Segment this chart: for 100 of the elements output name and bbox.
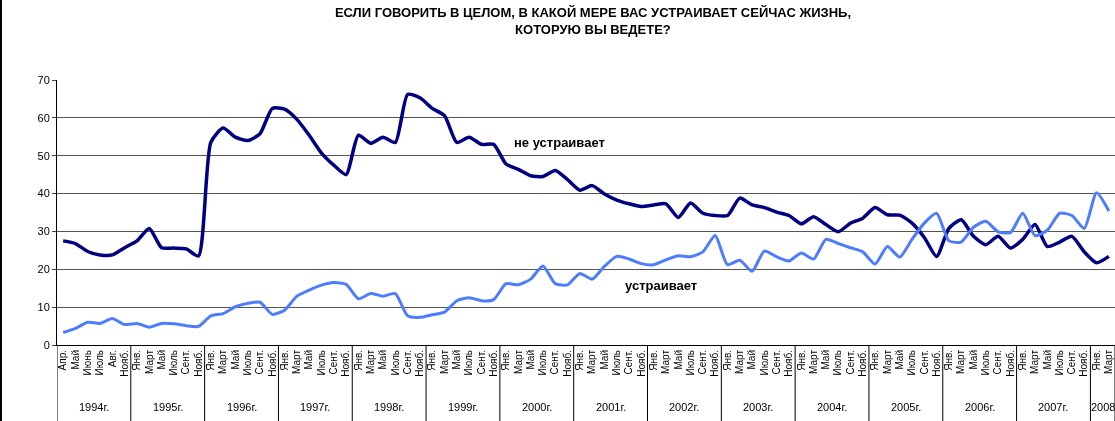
x-tick-label: Сент. xyxy=(328,350,340,375)
x-tick-label: Нояб. xyxy=(340,350,352,377)
text: 2002г. xyxy=(669,401,700,413)
text: 2007г. xyxy=(1038,401,1069,413)
x-tick-label: Май xyxy=(893,350,905,370)
x-tick-label: Янв. xyxy=(352,350,364,371)
x-tick-label: Март xyxy=(881,349,893,374)
x-tick-label: Нояб. xyxy=(266,350,278,377)
x-tick-label: Июль xyxy=(315,350,327,376)
x-tick-label: Нояб. xyxy=(709,350,721,377)
y-tick-label: 20 xyxy=(37,263,50,276)
x-tick-label: Янв. xyxy=(721,350,733,371)
x-tick-label: Июль xyxy=(389,350,401,376)
x-tick-label: Июль xyxy=(1053,350,1065,376)
x-tick-label: Март xyxy=(734,349,746,374)
text: 2006г. xyxy=(965,401,996,413)
x-tick-label: Янв. xyxy=(278,350,290,371)
x-tick-label: Июль xyxy=(94,350,106,376)
text: 1998г. xyxy=(374,401,405,413)
x-tick-label: Янв. xyxy=(426,350,438,371)
text: 1999г. xyxy=(448,401,479,413)
y-tick-label: 40 xyxy=(37,187,50,200)
x-tick-label: Янв. xyxy=(1090,350,1102,371)
x-tick-label: Сент. xyxy=(697,350,709,375)
x-tick-label: Сент. xyxy=(401,350,413,375)
y-tick-label: 70 xyxy=(37,73,50,86)
x-tick-label: Март xyxy=(438,349,450,374)
x-tick-label: Июль xyxy=(684,350,696,376)
x-tick-label: Июль xyxy=(463,350,475,376)
x-tick-label: Нояб. xyxy=(118,350,130,377)
x-tick-label: Май xyxy=(229,350,241,370)
x-tick-label: Июль xyxy=(241,350,253,376)
text: 2004г. xyxy=(817,401,848,413)
series-label: не устраивает xyxy=(514,135,605,150)
x-tick-label: Март xyxy=(955,349,967,374)
x-tick-label: Нояб. xyxy=(930,350,942,377)
x-tick-label: Нояб. xyxy=(635,350,647,377)
line-series xyxy=(61,191,1111,335)
x-tick-label: Янв. xyxy=(574,350,586,371)
x-tick-label: Сент. xyxy=(770,350,782,375)
x-tick-label: Сент. xyxy=(254,350,266,375)
x-tick-label: Янв. xyxy=(500,350,512,371)
x-tick-label: Сент. xyxy=(992,350,1004,375)
x-tick-label: Сент. xyxy=(180,350,192,375)
x-tick-label: Март xyxy=(217,349,229,374)
x-tick-label: Сент. xyxy=(844,350,856,375)
x-tick-label: Июнь xyxy=(82,350,94,376)
x-tick-label: Март xyxy=(807,349,819,374)
x-tick-label: Июль xyxy=(611,350,623,376)
y-tick-label: 10 xyxy=(37,300,50,313)
x-tick-label: Май xyxy=(377,350,389,370)
x-tick-label: Июль xyxy=(832,350,844,376)
x-tick-label: Март xyxy=(364,349,376,374)
x-tick-label: Май xyxy=(303,350,315,370)
line-series xyxy=(61,92,1111,265)
text: 2001г. xyxy=(596,401,627,413)
x-tick-label: Март xyxy=(1103,349,1115,374)
x-tick-label: Апр. xyxy=(57,350,69,371)
text: 2003г. xyxy=(743,401,774,413)
x-tick-label: Янв. xyxy=(1016,350,1028,371)
x-tick-label: Май xyxy=(155,350,167,370)
chart-title: ЕСЛИ ГОВОРИТЬ В ЦЕЛОМ, В КАКОЙ МЕРЕ ВАС УСТРАИВАЕТ СЕЙЧАС ЖИЗНЬ, КОТОРУЮ ВЫ ВЕДЕТЕ? xyxy=(334,4,852,37)
x-tick-label: Июль xyxy=(906,350,918,376)
x-tick-label: Нояб. xyxy=(1004,350,1016,377)
x-tick-label: Янв. xyxy=(647,350,659,371)
text: 1997г. xyxy=(300,401,331,413)
x-tick-label: Май xyxy=(820,350,832,370)
text: 1996г. xyxy=(227,401,258,413)
x-tick-label: Нояб. xyxy=(487,350,499,377)
x-tick-label: Янв. xyxy=(205,350,217,371)
x-tick-label: Янв. xyxy=(131,350,143,371)
x-tick-label: Июль xyxy=(758,350,770,376)
x-tick-label: Май xyxy=(524,350,536,370)
text: 2000г. xyxy=(522,401,553,413)
x-tick-label: Март xyxy=(660,349,672,374)
x-tick-label: Янв. xyxy=(795,350,807,371)
x-tick-label: Сент. xyxy=(1066,350,1078,375)
x-tick-label: Нояб. xyxy=(1078,350,1090,377)
x-tick-label: Май xyxy=(672,350,684,370)
x-tick-label: Май xyxy=(69,350,81,370)
x-tick-label: Сент. xyxy=(549,350,561,375)
x-tick-label: Май xyxy=(451,350,463,370)
x-tick-label: Май xyxy=(967,350,979,370)
x-tick-label: Март xyxy=(512,349,524,374)
y-tick-label: 50 xyxy=(37,149,50,162)
text: 1995г. xyxy=(153,401,184,413)
text: 2008 xyxy=(1091,401,1115,413)
y-tick-label: 0 xyxy=(43,338,50,351)
x-tick-label: Янв. xyxy=(943,350,955,371)
y-tick-label: 30 xyxy=(37,225,50,238)
text: 1994г. xyxy=(79,401,110,413)
x-tick-label: Май xyxy=(746,350,758,370)
x-tick-label: Янв. xyxy=(869,350,881,371)
x-tick-label: Март xyxy=(291,349,303,374)
x-tick-label: Май xyxy=(598,350,610,370)
x-tick-label: Нояб. xyxy=(414,350,426,377)
x-tick-label: Нояб. xyxy=(561,350,573,377)
x-tick-label: Март xyxy=(1029,349,1041,374)
x-tick-label: Нояб. xyxy=(192,350,204,377)
x-tick-label: Март xyxy=(143,349,155,374)
